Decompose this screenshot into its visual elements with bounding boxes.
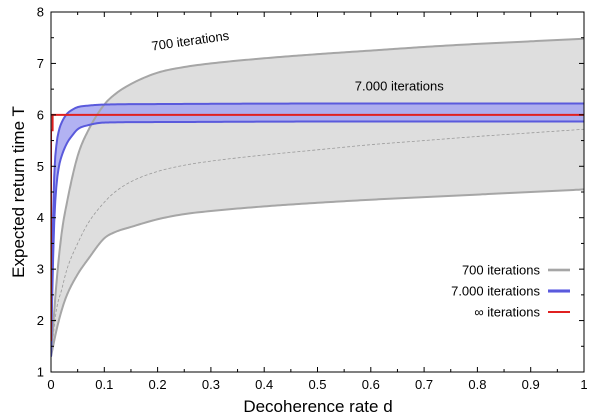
x-tick-label: 0.3 [202, 377, 220, 392]
x-tick-label: 1 [580, 377, 587, 392]
annotation-label: 7.000 iterations [355, 79, 444, 94]
series-7000-lower-line [51, 120, 584, 357]
y-tick-label: 8 [37, 5, 44, 20]
series-700-upper-line [51, 37, 584, 357]
series-infinity-line [51, 113, 584, 342]
legend-label: 7.000 iterations [451, 284, 540, 299]
x-tick-label: 0.1 [95, 377, 113, 392]
x-tick-label: 0.6 [362, 377, 380, 392]
y-tick-label: 1 [37, 365, 44, 380]
y-tick-label: 3 [37, 262, 44, 277]
y-tick-label: 2 [37, 313, 44, 328]
x-tick-label: 0 [47, 377, 54, 392]
x-axis-title: Decoherence rate d [243, 397, 392, 415]
series-700-lower-line [51, 188, 584, 357]
x-tick-label: 0.5 [308, 377, 326, 392]
x-tick-label: 0.9 [522, 377, 540, 392]
series-700-mean-line [51, 128, 584, 357]
x-tick-label: 0.2 [149, 377, 167, 392]
legend-label: 700 iterations [462, 263, 541, 278]
y-tick-label: 6 [37, 107, 44, 122]
y-tick-label: 4 [37, 210, 44, 225]
series-7000-upper-line [51, 102, 584, 357]
x-tick-label: 0.8 [468, 377, 486, 392]
legend-label: ∞ iterations [474, 305, 540, 320]
x-tick-label: 0.7 [415, 377, 433, 392]
y-tick-label: 5 [37, 159, 44, 174]
y-axis-title: Expected return time T [9, 106, 28, 278]
y-tick-label: 7 [37, 56, 44, 71]
annotation-label: 700 iterations [151, 28, 231, 54]
x-tick-label: 0.4 [255, 377, 273, 392]
